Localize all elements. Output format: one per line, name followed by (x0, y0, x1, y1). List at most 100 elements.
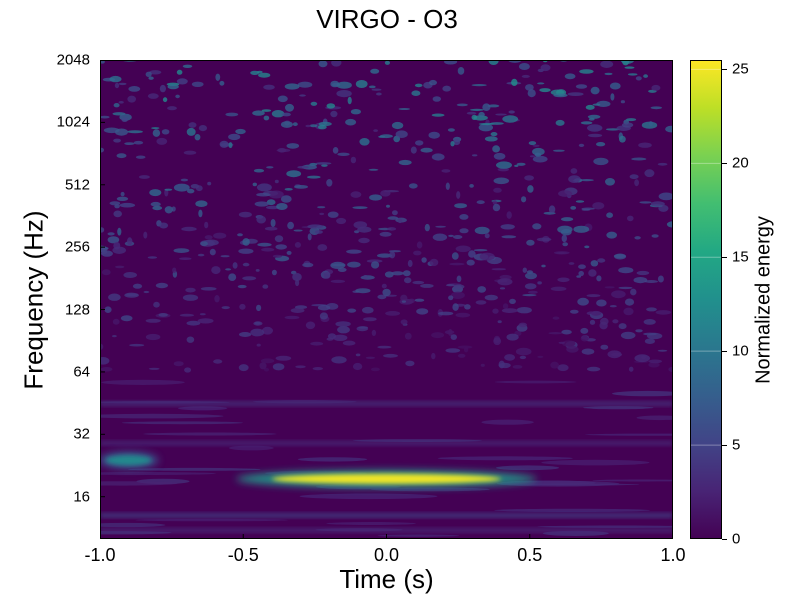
noise-speck (501, 235, 517, 239)
noise-speck (315, 162, 332, 165)
noise-speck (534, 152, 542, 157)
noise-speck (614, 253, 627, 260)
noise-speck (138, 175, 150, 179)
noise-speck (377, 345, 392, 349)
noise-speck (317, 304, 331, 311)
noise-speck (593, 157, 609, 166)
noise-speck (449, 262, 465, 266)
feature-layer (100, 401, 673, 533)
noise-speck (355, 353, 361, 357)
noise-speck (552, 316, 560, 320)
noise-speck (355, 288, 371, 294)
noise-speck (113, 138, 121, 143)
noise-speck (370, 68, 380, 74)
noise-speck (492, 308, 499, 314)
noise-speck (457, 353, 466, 358)
noise-speck (182, 64, 193, 68)
noise-speck (651, 234, 659, 238)
band-2 (100, 513, 673, 518)
noise-streak (437, 456, 573, 461)
noise-speck (173, 183, 190, 192)
noise-speck (618, 267, 634, 274)
y-tick-label: 128 (64, 301, 90, 319)
noise-speck (272, 254, 282, 258)
noise-speck (453, 284, 465, 290)
noise-speck (132, 283, 143, 289)
noise-speck (256, 183, 272, 192)
noise-speck (359, 138, 370, 146)
noise-speck (295, 279, 300, 287)
noise-speck (292, 122, 298, 127)
y-tick-label: 64 (73, 363, 90, 381)
noise-speck (235, 128, 246, 135)
noise-speck (504, 354, 516, 361)
noise-speck (220, 255, 230, 258)
noise-speck (644, 169, 655, 178)
noise-speck (456, 275, 462, 283)
noise-speck (605, 178, 615, 186)
noise-speck (518, 322, 527, 328)
noise-speck (435, 225, 446, 228)
noise-speck (441, 169, 451, 173)
noise-speck (537, 82, 545, 85)
noise-speck (187, 188, 195, 194)
noise-speck (352, 206, 368, 210)
noise-speck (161, 129, 170, 135)
noise-speck (214, 295, 220, 303)
noise-speck (475, 300, 487, 305)
noise-speck (484, 136, 498, 142)
noise-speck (558, 341, 566, 344)
band-4 (100, 401, 673, 406)
noise-speck (100, 60, 105, 64)
noise-speck (259, 362, 267, 370)
noise-speck (323, 271, 331, 279)
noise-speck (526, 239, 535, 246)
noise-speck (121, 117, 128, 122)
noise-speck (225, 112, 239, 117)
noise-speck (471, 84, 487, 87)
noise-speck (209, 248, 216, 256)
noise-speck (568, 175, 581, 183)
noise-speck (413, 250, 422, 256)
noise-speck (382, 288, 391, 297)
noise-speck (473, 115, 488, 121)
noise-speck (633, 277, 648, 284)
noise-speck (431, 352, 436, 360)
noise-speck (626, 118, 637, 122)
y-tick-label: 512 (64, 176, 90, 194)
noise-speck (580, 327, 589, 334)
noise-speck (484, 233, 490, 239)
noise-speck (532, 155, 548, 163)
noise-speck (618, 286, 633, 290)
noise-speck (490, 132, 498, 137)
noise-speck (113, 103, 120, 108)
colorbar-tick-mark (722, 445, 727, 447)
noise-speck (117, 227, 122, 236)
noise-streak (100, 413, 224, 419)
noise-streak (100, 472, 217, 475)
noise-speck (498, 360, 505, 369)
noise-speck (353, 221, 368, 229)
noise-speck (127, 95, 136, 103)
colorbar-tick-label: 15 (732, 248, 749, 266)
noise-speck (228, 142, 233, 149)
colorbar-tick-mark (722, 163, 727, 165)
noise-speck (337, 326, 350, 334)
noise-speck (158, 313, 168, 317)
spectrogram-plot (100, 60, 673, 539)
noise-speck (297, 165, 309, 169)
noise-speck (499, 287, 506, 290)
noise-speck (476, 200, 485, 205)
noise-speck (330, 110, 338, 118)
noise-speck (466, 259, 475, 266)
noise-speck (360, 275, 375, 280)
noise-speck (524, 283, 537, 290)
noise-speck (112, 318, 120, 325)
noise-speck (488, 60, 499, 65)
noise-speck (414, 298, 425, 302)
noise-speck (330, 80, 340, 88)
noise-speck (179, 313, 195, 317)
noise-speck (254, 321, 261, 325)
noise-speck (509, 298, 516, 304)
colorbar-ticks: 0 5 10 15 20 25 (722, 60, 762, 548)
